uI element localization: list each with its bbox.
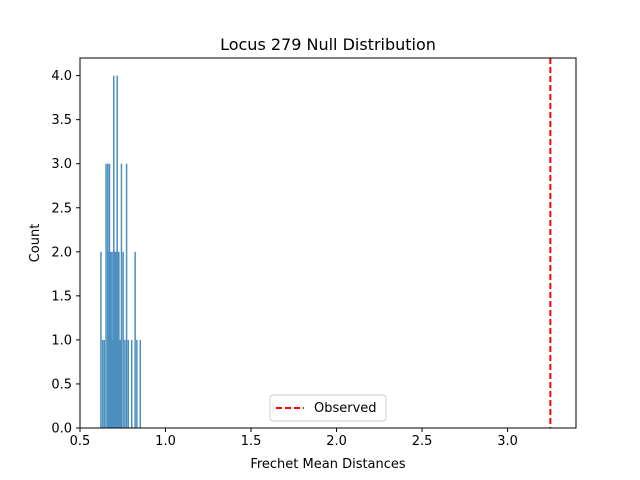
x-tick-label: 3.0: [497, 434, 518, 449]
x-tick-label: 1.5: [241, 434, 262, 449]
y-tick-label: 1.5: [51, 289, 72, 304]
histogram-bar: [134, 251, 136, 428]
legend: Observed: [269, 394, 387, 422]
histogram-bar: [111, 339, 113, 428]
y-tick-label: 3.5: [51, 113, 72, 128]
histogram-bar: [105, 163, 107, 428]
y-tick-label: 0.5: [51, 377, 72, 392]
y-tick-label: 2.0: [51, 245, 72, 260]
chart-title: Locus 279 Null Distribution: [220, 35, 436, 54]
legend-box: [269, 394, 387, 422]
histogram-bar: [110, 251, 112, 428]
histogram-bar: [119, 339, 122, 428]
y-tick-label: 3.0: [51, 157, 72, 172]
histogram-bar: [107, 251, 110, 428]
histogram-bar: [100, 251, 102, 428]
y-tick-label: 1.0: [51, 333, 72, 348]
histogram-bar: [122, 251, 124, 428]
histogram-bar: [116, 75, 118, 428]
histogram-bar: [113, 251, 116, 428]
histogram-bar: [117, 251, 119, 428]
histogram-bar: [130, 339, 133, 428]
histogram-bar: [113, 75, 115, 428]
histogram-bar: [103, 339, 106, 428]
bars-group: [100, 75, 142, 428]
histogram-bar: [136, 339, 138, 428]
x-axis-label: Frechet Mean Distances: [250, 457, 406, 472]
histogram-bar: [118, 339, 121, 428]
histogram-bar: [107, 163, 109, 428]
histogram-bar: [120, 163, 123, 428]
x-tick-label: 1.0: [155, 434, 176, 449]
x-tick-label: 2.0: [326, 434, 347, 449]
histogram-bar: [118, 251, 120, 428]
histogram-bar: [109, 251, 112, 428]
histogram-bar: [115, 251, 118, 428]
y-tick-label: 0.0: [51, 422, 72, 437]
x-tick-label: 2.5: [412, 434, 433, 449]
histogram-bar: [108, 163, 111, 428]
y-axis-label: Count: [28, 224, 43, 263]
y-axis-ticks: 0.0 0.5 1.0 1.5 2.0 2.5 3.0 3.5 4.0: [51, 69, 80, 437]
histogram-bar: [112, 251, 114, 428]
y-tick-label: 2.5: [51, 201, 72, 216]
histogram-bar: [125, 163, 128, 428]
histogram-bar: [127, 339, 130, 428]
x-tick-label: 0.5: [70, 434, 91, 449]
y-tick-label: 4.0: [51, 69, 72, 84]
histogram-bar: [124, 339, 126, 428]
axes-frame: [79, 57, 577, 429]
histogram-bar: [114, 251, 117, 428]
histogram-bar: [101, 339, 104, 428]
histogram-bar: [139, 339, 142, 428]
x-axis-ticks: 0.5 1.0 1.5 2.0 2.5 3.0: [70, 428, 518, 449]
legend-entry-observed: Observed: [314, 401, 377, 416]
